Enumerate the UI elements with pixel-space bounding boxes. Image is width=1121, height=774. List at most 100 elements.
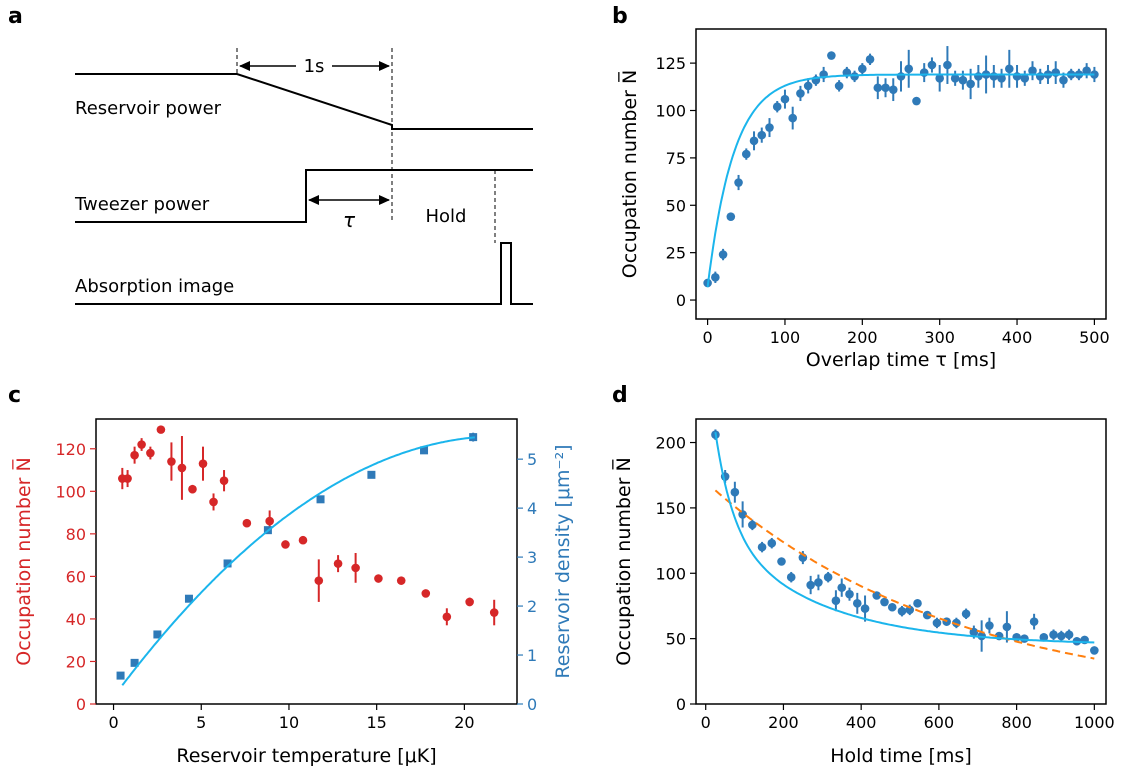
data-point	[420, 446, 429, 455]
panel-label-d: d	[612, 383, 628, 408]
data-point	[896, 72, 906, 81]
timing-diagram	[75, 48, 533, 305]
data-point	[242, 518, 252, 528]
y-tick-label: 50	[666, 196, 686, 215]
data-point	[888, 85, 898, 94]
y-tick-label: 125	[655, 54, 686, 73]
fit-curve	[121, 436, 475, 686]
data-point	[985, 621, 994, 630]
y-tick-label-right: 1	[527, 646, 537, 665]
data-point	[767, 538, 777, 548]
x-tick-label: 800	[1001, 713, 1032, 732]
data-point	[730, 487, 740, 497]
y-tick-label-right: 2	[527, 597, 537, 616]
data-point	[932, 618, 942, 628]
data-point	[1039, 633, 1049, 642]
data-point	[974, 72, 983, 81]
data-point	[184, 594, 193, 603]
y-axis-label: Occupation number N̅	[617, 70, 641, 278]
arrowhead-right	[379, 61, 390, 71]
data-point	[786, 572, 796, 582]
data-point	[726, 212, 736, 221]
data-point	[950, 73, 960, 83]
y-tick-label: 60	[66, 567, 86, 586]
data-point	[873, 83, 883, 93]
x-tick-label: 0	[703, 328, 713, 347]
axes-frame	[695, 418, 1107, 705]
y-tick-label: 120	[55, 440, 86, 459]
overlap-label: τ	[343, 208, 356, 232]
arrowhead-overlap-left	[308, 195, 319, 205]
y-tick-label-right: 4	[527, 499, 537, 518]
x-tick-label: 0	[701, 713, 711, 732]
y-tick-label: 0	[76, 695, 86, 714]
fit-curve	[714, 431, 1095, 644]
data-point	[396, 576, 406, 585]
data-point	[831, 596, 841, 606]
data-point	[796, 89, 805, 98]
x-tick-label: 100	[770, 328, 801, 347]
x-axis-label: Hold time [ms]	[830, 745, 972, 767]
data-point	[333, 559, 343, 568]
x-axis-label: Reservoir temperature [μK]	[176, 745, 436, 767]
data-point	[130, 658, 139, 667]
arrowhead-overlap-right	[379, 195, 390, 205]
data-point	[927, 60, 937, 70]
chart-overlap-time: 0 100 200 300 400 500 0 25 50 75 100 125 Overlap tim…	[617, 28, 1110, 371]
data-point	[130, 450, 139, 460]
data-point	[806, 580, 815, 590]
data-point	[367, 470, 376, 479]
data-point	[1012, 72, 1022, 81]
data-point	[788, 113, 797, 123]
hold-label: Hold	[426, 206, 467, 227]
data-point	[834, 81, 844, 91]
x-tick-label: 20	[454, 713, 474, 732]
data-point	[1090, 646, 1099, 655]
data-point	[852, 599, 862, 608]
data-point	[872, 591, 882, 600]
y-tick-label: 50	[666, 630, 686, 649]
panel-label-a: a	[8, 4, 23, 29]
axes-frame	[695, 28, 1107, 320]
data-point	[989, 72, 999, 81]
x-tick-label: 1000	[1074, 713, 1115, 732]
y-tick-label: 75	[666, 149, 686, 168]
y-axis-label-left: Occupation number N̅	[11, 457, 35, 665]
y-tick-label: 25	[666, 244, 686, 263]
y-tick-label: 80	[66, 525, 86, 544]
data-point	[223, 559, 232, 568]
y-tick-label: 40	[66, 610, 86, 629]
data-point	[858, 64, 867, 74]
chart-hold-time: 0 200 400 600 800 1000 0 50 100 150 200 Hold time […	[611, 418, 1115, 767]
data-point	[219, 476, 229, 485]
data-point	[177, 463, 187, 473]
data-point	[966, 79, 975, 89]
data-point	[904, 64, 914, 74]
data-point	[314, 576, 324, 585]
data-point	[943, 60, 952, 70]
y-tick-label: 100	[655, 564, 686, 583]
data-point	[845, 589, 854, 599]
y-tick-label: 0	[676, 291, 686, 310]
data-point	[198, 459, 208, 468]
data-point	[1049, 630, 1058, 640]
y-axis-label-right: Reservoir density [μm⁻²]	[552, 444, 574, 678]
data-point	[958, 75, 968, 85]
data-point	[156, 425, 166, 434]
x-tick-label: 200	[768, 713, 799, 732]
x-tick-label: 200	[847, 328, 878, 347]
x-tick-label: 300	[924, 328, 955, 347]
data-point	[1035, 72, 1045, 81]
data-point	[850, 72, 859, 81]
absorption-image-trace	[75, 242, 533, 305]
data-point	[123, 474, 132, 483]
data-point	[757, 542, 767, 552]
data-point	[137, 440, 146, 449]
data-point	[905, 605, 915, 615]
y-tick-label-right: 5	[527, 450, 537, 469]
y-tick-label-right: 3	[527, 548, 537, 567]
data-point	[718, 250, 728, 259]
data-point	[465, 597, 474, 607]
y-tick-label: 150	[655, 499, 686, 518]
